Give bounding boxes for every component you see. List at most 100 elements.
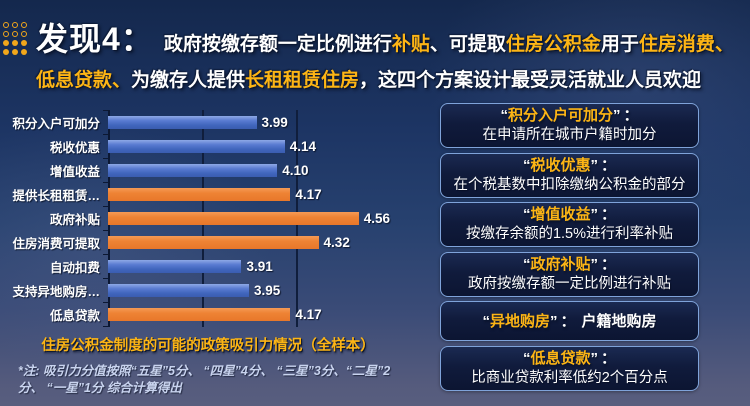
- bar-rows: 积分入户可加分 3.99 税收优惠 4.14 增值收益: [8, 110, 420, 326]
- title-segment: 、可提取: [429, 34, 506, 55]
- title-segment: ，这四个方案设计最受灵活就业人员欢迎: [359, 70, 702, 91]
- definitions-panel: “积分入户可加分”： 在申请所在城市户籍时加分 “税收优惠”： 在个税基数中扣除…: [440, 103, 699, 391]
- dots-grid-icon: [3, 22, 27, 55]
- close-quote: ”: [590, 349, 599, 367]
- dot-icon: [12, 31, 18, 37]
- category-label: 支持异地购房…: [12, 284, 100, 299]
- value-label: 4.56: [363, 210, 390, 226]
- bar-track: 4.17: [108, 307, 390, 322]
- colon: ：: [601, 206, 617, 223]
- definition-desc: 户籍地购房: [581, 312, 657, 330]
- colon: ：: [601, 349, 617, 367]
- bar-track: 3.99: [108, 115, 390, 130]
- dot-icon: [21, 22, 27, 28]
- bar-track: 4.10: [108, 163, 390, 178]
- chart-row: 提供长租租赁… 4.17: [8, 182, 420, 206]
- title-segment-highlight: 补贴: [391, 34, 430, 55]
- bar: [108, 259, 242, 273]
- definition-desc: 按缴存余额的1.5%进行利率补贴: [465, 226, 674, 242]
- term-text: 积分入户可加分: [507, 107, 613, 124]
- category-label: 住房消费可提取: [12, 236, 100, 251]
- definition-card: “低息贷款”： 比商业贷款利率低约2个百分点: [440, 345, 699, 391]
- dot-icon: [3, 40, 9, 46]
- definition-term: “低息贷款”：: [523, 349, 616, 368]
- bar-track: 3.95: [108, 283, 390, 298]
- term-text: 税收优惠: [530, 156, 591, 174]
- dot-icon: [21, 49, 27, 55]
- bar-track: 4.17: [108, 187, 390, 202]
- definition-term: “异地购房”： 户籍地购房: [482, 312, 656, 331]
- title-segment-highlight: 住房消费、: [638, 34, 734, 55]
- chart-footnote: *注: 吸引力分值按照“五星”5分、 “四星”4分、 “三星”3分、“二星”2分…: [18, 364, 391, 395]
- title-segment: 为缴存人提供: [131, 70, 246, 91]
- colon: ：: [601, 255, 617, 273]
- chart-row: 支持异地购房… 3.95: [8, 278, 420, 302]
- title-segment-highlight: 长租租赁住房: [245, 70, 360, 91]
- dot-icon: [12, 22, 18, 28]
- value-label: 4.32: [323, 234, 350, 250]
- term-text: 增值收益: [530, 206, 591, 223]
- value-label: 4.17: [295, 306, 322, 322]
- bar: [108, 163, 278, 177]
- colon: ：: [623, 107, 639, 124]
- dot-icon: [12, 49, 18, 55]
- definition-card: “增值收益”： 按缴存余额的1.5%进行利率补贴: [440, 202, 699, 247]
- definition-desc: 比商业贷款利率低约2个百分点: [471, 369, 668, 386]
- slide-title: 发现4： 政府按缴存额一定比例进行 补贴 、可提取 住房公积金 用于 住房消费、 低息贷款…: [36, 14, 748, 92]
- definition-term: “积分入户可加分”：: [500, 106, 638, 125]
- chart-row: 政府补贴 4.56: [8, 206, 420, 230]
- close-quote: ”: [590, 156, 599, 174]
- category-label: 低息贷款: [49, 308, 100, 323]
- bar: [108, 235, 319, 249]
- dot-icon: [21, 40, 27, 46]
- bar-track: 3.91: [108, 259, 390, 274]
- bar-track: 4.56: [108, 211, 390, 226]
- open-quote: “: [522, 349, 531, 367]
- finding-number: 发现4：: [36, 21, 154, 57]
- title-segment: 政府按缴存额一定比例进行: [163, 34, 392, 55]
- title-segment-highlight: 低息贷款、: [36, 70, 132, 91]
- colon: ：: [560, 312, 576, 330]
- axis-ticks: [103, 110, 108, 328]
- bar-track: 4.32: [108, 235, 390, 250]
- dot-icon: [3, 22, 9, 28]
- value-label: 4.17: [295, 186, 322, 202]
- term-text: 异地购房: [489, 312, 550, 330]
- category-label: 积分入户可加分: [12, 116, 100, 131]
- chart-row: 低息贷款 4.17: [8, 302, 420, 326]
- definition-card: “税收优惠”： 在个税基数中扣除缴纳公积金的部分: [440, 152, 699, 198]
- definition-term: “增值收益”：: [523, 205, 616, 224]
- chart-row: 增值收益 4.10: [8, 158, 420, 182]
- definition-card: “政府补贴”： 政府按缴存额一定比例进行补贴: [440, 251, 699, 297]
- chart-row: 积分入户可加分 3.99: [8, 110, 420, 134]
- bar: [108, 187, 291, 201]
- value-label: 3.99: [261, 114, 288, 130]
- category-label: 增值收益: [49, 164, 100, 179]
- category-label: 提供长租租赁…: [12, 188, 100, 203]
- definition-card: “积分入户可加分”： 在申请所在城市户籍时加分: [440, 103, 699, 148]
- open-quote: “: [522, 156, 531, 174]
- bar: [108, 115, 257, 129]
- definition-desc: 在申请所在城市户籍时加分: [482, 127, 657, 143]
- chart-caption: 住房公积金制度的可能的政策吸引力情况（全样本）: [41, 338, 375, 354]
- bar: [108, 283, 249, 297]
- definition-card: “异地购房”： 户籍地购房: [440, 301, 699, 341]
- value-label: 3.91: [246, 258, 273, 274]
- bar-track: 4.14: [108, 139, 390, 154]
- open-quote: “: [522, 206, 531, 223]
- chart-row: 自动扣费 3.91: [8, 254, 420, 278]
- bar: [108, 139, 285, 153]
- title-line-2: 低息贷款、为缴存人提供长租租赁住房，这四个方案设计最受灵活就业人员欢迎: [36, 65, 748, 92]
- open-quote: “: [482, 312, 490, 330]
- value-label: 4.10: [282, 162, 309, 178]
- category-label: 税收优惠: [49, 140, 100, 155]
- definition-term: “政府补贴”：: [523, 255, 616, 274]
- term-text: 政府补贴: [530, 255, 591, 273]
- title-line-1: 发现4： 政府按缴存额一定比例进行 补贴 、可提取 住房公积金 用于 住房消费、: [36, 14, 748, 60]
- chart-row: 住房消费可提取 4.32: [8, 230, 420, 254]
- colon: ：: [601, 156, 617, 174]
- open-quote: “: [522, 255, 531, 273]
- dot-icon: [21, 31, 27, 37]
- definition-term: “税收优惠”：: [523, 156, 616, 175]
